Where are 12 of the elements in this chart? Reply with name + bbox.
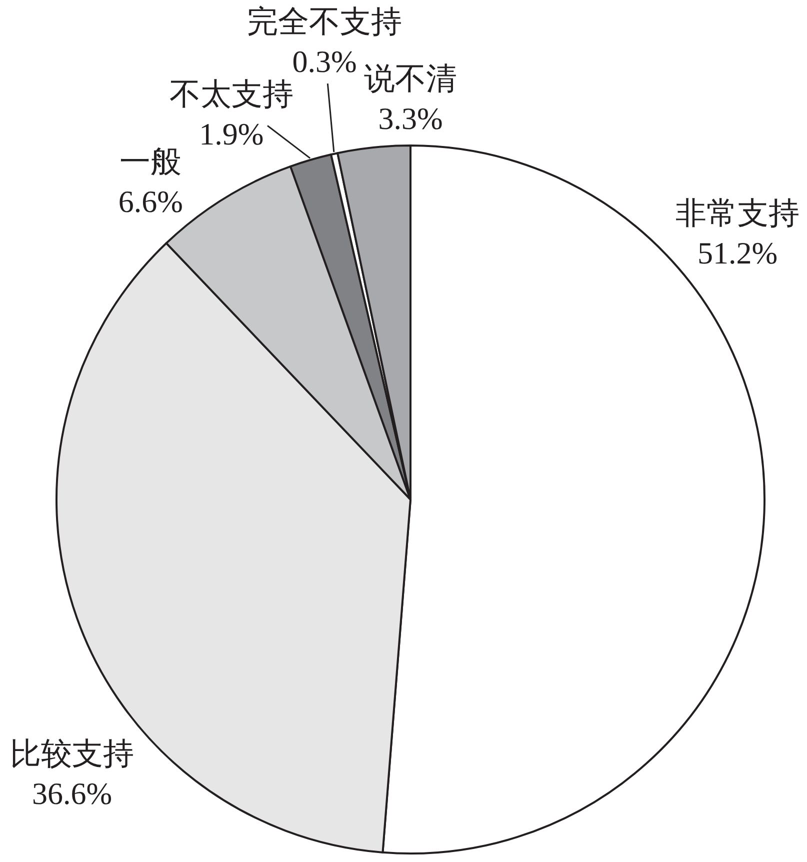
slice-label: 一般 — [120, 144, 182, 180]
slice-label: 比较支持 — [10, 736, 134, 771]
data-label: 51.2% — [698, 235, 778, 270]
data-label: 1.9% — [199, 116, 264, 152]
slice-label: 完全不支持 — [246, 4, 402, 39]
data-label: 3.3% — [378, 100, 443, 136]
data-label: 6.6% — [118, 184, 183, 220]
slice-label: 不太支持 — [169, 76, 294, 112]
data-label: 36.6% — [32, 776, 112, 811]
data-label: 0.3% — [292, 44, 357, 79]
slice-label: 说不清 — [364, 60, 457, 96]
slice-label: 非常支持 — [676, 195, 800, 230]
